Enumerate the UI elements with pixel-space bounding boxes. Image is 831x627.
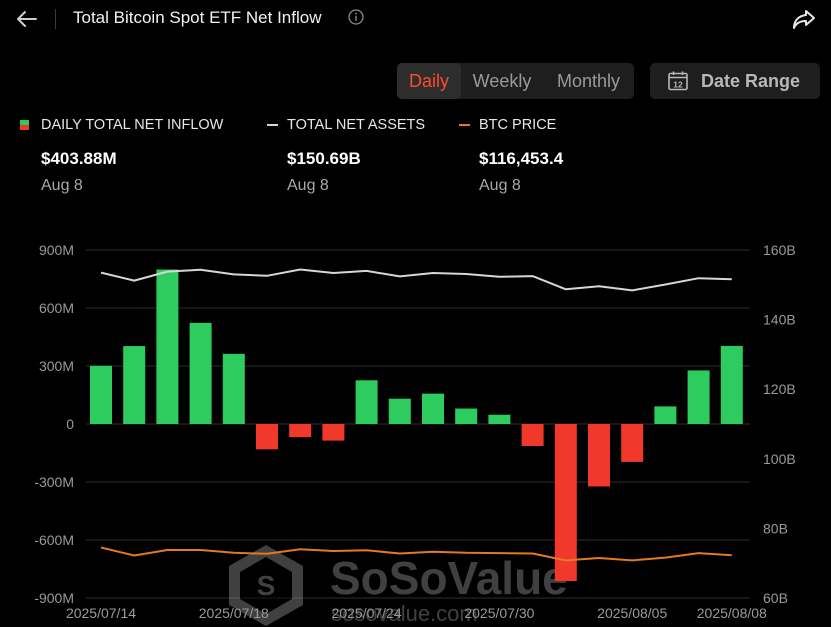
watermark-brand: SoSoValue	[330, 552, 568, 604]
x-tick-label: 2025/07/18	[199, 605, 269, 621]
x-tick-label: 2025/07/30	[464, 605, 534, 621]
inflow-bar	[521, 424, 544, 447]
x-tick-label: 2025/07/14	[66, 605, 136, 621]
inflow-bar	[488, 414, 511, 424]
watermark-logo: S SoSoValue sosovalue.com	[229, 545, 568, 626]
legend-date-price: Aug 8	[479, 177, 521, 194]
bar-layer	[90, 269, 743, 581]
y-right-tick-label: 160B	[763, 242, 796, 258]
calendar-icon: 12	[668, 71, 688, 91]
inflow-bar	[455, 408, 478, 424]
y-right-tick-label: 120B	[763, 381, 796, 397]
inflow-bar	[720, 345, 743, 424]
calendar-day-text: 12	[673, 79, 683, 89]
page-title: Total Bitcoin Spot ETF Net Inflow	[73, 8, 322, 27]
inflow-bar	[355, 380, 378, 424]
svg-text:S: S	[257, 570, 276, 601]
legend-label-assets: TOTAL NET ASSETS	[287, 117, 426, 133]
y-right-tick-label: 140B	[763, 312, 796, 328]
y-left-tick-label: 300M	[39, 358, 74, 374]
y-right-tick-label: 100B	[763, 451, 796, 467]
tab-daily[interactable]: Daily	[397, 63, 461, 99]
assets-legend-line	[267, 124, 278, 126]
y-left-tick-label: -600M	[34, 532, 74, 548]
legend-label-inflow: DAILY TOTAL NET INFLOW	[41, 117, 224, 133]
legend-value-inflow: $403.88M	[41, 149, 117, 168]
share-arrow-icon[interactable]	[791, 7, 817, 31]
inflow-bar	[222, 353, 245, 424]
arrow-left-icon[interactable]	[15, 7, 39, 31]
inflow-bar	[388, 398, 411, 424]
x-tick-label: 2025/08/05	[597, 605, 667, 621]
watermark-url: sosovalue.com	[331, 601, 478, 626]
y-left-tick-label: 0	[66, 416, 74, 432]
inflow-chart: S SoSoValue sosovalue.com 900M 600M 300M 0 -…	[34, 242, 796, 626]
btc-price-line	[100, 546, 732, 562]
total-net-assets-line	[100, 268, 732, 292]
inflow-bar	[422, 393, 444, 424]
inflow-bar	[654, 406, 677, 424]
legend-date-inflow: Aug 8	[41, 177, 83, 194]
inflow-bar	[123, 346, 146, 424]
y-left-tick-label: -300M	[34, 474, 74, 490]
inflow-bar	[90, 365, 112, 424]
line-layer	[100, 268, 732, 562]
period-toggle: Daily Weekly Monthly	[397, 63, 634, 99]
header-divider	[55, 9, 56, 29]
inflow-bar	[156, 269, 179, 424]
x-tick-label: 2025/08/08	[697, 605, 767, 621]
legend-label-price: BTC PRICE	[479, 117, 557, 133]
y-left-tick-label: 600M	[39, 300, 74, 316]
legend-value-price: $116,453.4	[479, 149, 564, 168]
inflow-bar	[189, 322, 212, 424]
date-range-button[interactable]: 12 Date Range	[650, 63, 820, 99]
grid-layer	[86, 249, 750, 599]
inflow-bar	[256, 424, 278, 450]
tab-weekly[interactable]: Weekly	[472, 71, 532, 91]
inflow-bar	[621, 424, 644, 462]
y-right-tick-label: 60B	[763, 590, 788, 606]
inflow-bar	[554, 424, 577, 581]
top-bar: Total Bitcoin Spot ETF Net Inflow	[0, 0, 831, 38]
inflow-legend-swatch	[20, 120, 29, 125]
y-left-tick-label: 900M	[39, 242, 74, 258]
inflow-bar	[588, 424, 610, 487]
date-range-label: Date Range	[701, 71, 801, 91]
inflow-bar	[289, 424, 312, 438]
y-right-tick-label: 80B	[763, 520, 788, 536]
axis-layer: 900M 600M 300M 0 -300M -600M -900M 160B 140B 120B…	[34, 242, 795, 621]
inflow-legend-swatch-negative	[20, 125, 29, 130]
y-left-tick-label: -900M	[34, 590, 74, 606]
inflow-bar	[687, 370, 710, 424]
legend-value-assets: $150.69B	[287, 149, 361, 168]
inflow-bar	[322, 424, 345, 441]
info-circle-icon[interactable]	[348, 9, 364, 25]
x-tick-label: 2025/07/24	[332, 605, 402, 621]
legend-date-assets: Aug 8	[287, 177, 329, 194]
price-legend-line	[459, 124, 470, 126]
tab-monthly[interactable]: Monthly	[556, 71, 621, 91]
